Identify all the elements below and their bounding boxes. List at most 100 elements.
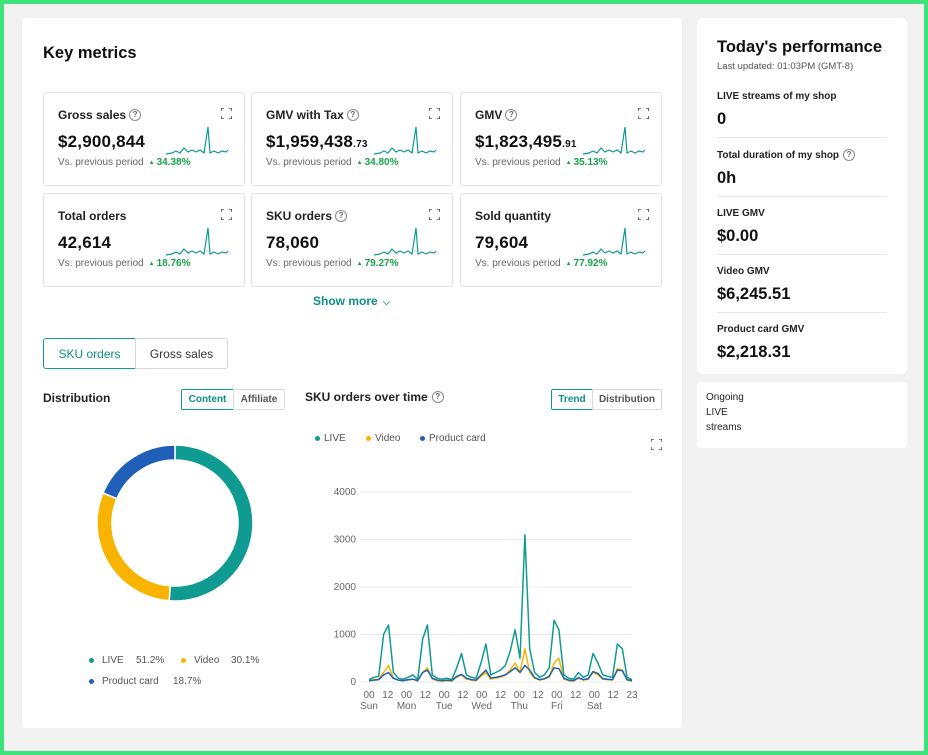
sparkline: [374, 126, 437, 155]
today-item-value: $2,218.31: [717, 343, 791, 361]
trend-up-icon: ▲: [565, 260, 572, 267]
metric-value: 42,614: [58, 233, 244, 253]
product-card-dot: [420, 436, 425, 441]
x-tick-label: 12: [570, 690, 582, 701]
sparkline: [583, 227, 646, 256]
help-icon[interactable]: ?: [431, 391, 444, 403]
over-time-title-text: SKU orders over time: [305, 390, 428, 404]
tab-sku-orders[interactable]: SKU orders: [43, 338, 136, 369]
metric-value: $1,959,438.73: [266, 132, 452, 152]
donut-slice-live[interactable]: [168, 444, 254, 602]
metric-compare-label: Vs. previous period: [266, 258, 352, 269]
metric-compare: Vs. previous period ▲ 35.13%: [475, 157, 661, 168]
metric-pct: 77.92%: [573, 258, 608, 269]
content-button[interactable]: Content: [181, 389, 234, 410]
metric-name-text: GMV: [475, 108, 503, 122]
today-item-label: Product card GMV: [717, 324, 887, 335]
todays-performance-card: Today's performance Last updated: 01:03P…: [697, 18, 907, 374]
legend-video-pct: 30.1%: [231, 655, 260, 666]
metric-compare-label: Vs. previous period: [58, 258, 144, 269]
sparkline-path: [166, 227, 229, 256]
x-tick-label: 00: [589, 690, 601, 701]
tab-gross-sales-label: Gross sales: [149, 346, 214, 361]
metric-value: 78,060: [266, 233, 452, 253]
help-icon[interactable]: ?: [335, 210, 348, 222]
expand-icon[interactable]: [638, 108, 649, 119]
x-tick-label: 00: [401, 690, 413, 701]
metric-compare-label: Vs. previous period: [266, 157, 352, 168]
metric-name: GMV?: [475, 107, 661, 123]
today-item-label-text: LIVE GMV: [717, 208, 765, 219]
metric-card[interactable]: Total orders 42,614 Vs. previous period ▲ 18…: [43, 193, 245, 287]
video-dot: [181, 658, 186, 663]
today-item: Total duration of my shop? 0h: [717, 138, 887, 197]
metric-card[interactable]: Sold quantity 79,604 Vs. previous period ▲ 7…: [460, 193, 662, 287]
metric-value-main: 78,060: [266, 233, 320, 252]
todays-performance-title: Today's performance: [717, 38, 882, 56]
tab-sku-orders-label: SKU orders: [58, 346, 121, 361]
sparkline: [166, 227, 229, 256]
help-icon[interactable]: ?: [129, 109, 142, 121]
legend-line-video: Video: [366, 433, 400, 444]
metric-compare: Vs. previous period ▲ 79.27%: [266, 258, 452, 269]
expand-icon[interactable]: [429, 108, 440, 119]
metric-compare-label: Vs. previous period: [475, 157, 561, 168]
x-day-label: Mon: [397, 701, 416, 712]
trend-up-icon: ▲: [148, 159, 155, 166]
trend-button[interactable]: Trend: [551, 389, 593, 410]
x-tick-label: 00: [476, 690, 488, 701]
expand-icon[interactable]: [221, 209, 232, 220]
x-tick-label: 00: [551, 690, 563, 701]
metric-compare-label: Vs. previous period: [58, 157, 144, 168]
today-item-value: 0: [717, 110, 727, 128]
distribution-title-text: Distribution: [43, 391, 111, 405]
legend-live-pct: 51.2%: [136, 655, 165, 666]
metric-pct: 34.38%: [156, 157, 191, 168]
legend-line-product-card-label: Product card: [429, 433, 486, 444]
x-day-label: Sat: [587, 701, 602, 712]
expand-icon[interactable]: [221, 108, 232, 119]
help-icon[interactable]: ?: [346, 109, 359, 121]
donut-slice-video[interactable]: [96, 491, 172, 602]
x-day-label: Fri: [551, 701, 563, 712]
today-item-label-text: Product card GMV: [717, 324, 805, 335]
today-item: LIVE streams of my shop 0: [717, 80, 887, 138]
metric-compare: Vs. previous period ▲ 77.92%: [475, 258, 661, 269]
show-more-button[interactable]: Show more ⌵: [313, 294, 390, 308]
key-metrics-card: Key metrics Gross sales? $2,900,844 Vs. pr…: [22, 18, 682, 728]
show-more-label: Show more: [313, 294, 378, 308]
page-title: Key metrics: [43, 44, 137, 62]
metric-card[interactable]: SKU orders? 78,060 Vs. previous period ▲ 79.…: [251, 193, 453, 287]
today-items: LIVE streams of my shop 0 Total duration o…: [717, 80, 887, 370]
metric-card[interactable]: Gross sales? $2,900,844 Vs. previous perio…: [43, 92, 245, 186]
affiliate-button[interactable]: Affiliate: [233, 389, 285, 410]
metric-compare: Vs. previous period ▲ 34.80%: [266, 157, 452, 168]
metric-pct: 34.80%: [364, 157, 399, 168]
help-icon[interactable]: ?: [843, 149, 856, 161]
content-button-label: Content: [188, 394, 227, 405]
expand-icon[interactable]: [638, 209, 649, 220]
expand-icon[interactable]: [651, 439, 662, 450]
distribution-view-button[interactable]: Distribution: [592, 389, 662, 410]
distribution-title: Distribution: [43, 391, 110, 405]
sparkline: [583, 126, 646, 155]
metric-compare: Vs. previous period ▲ 18.76%: [58, 258, 244, 269]
metric-pct: 35.13%: [573, 157, 608, 168]
x-tick-label: 12: [608, 690, 620, 701]
tab-gross-sales[interactable]: Gross sales: [135, 338, 228, 369]
trend-up-icon: ▲: [356, 159, 363, 166]
metric-value: 79,604: [475, 233, 661, 253]
metric-card[interactable]: GMV? $1,823,495.91 Vs. previous period ▲ 35.…: [460, 92, 662, 186]
help-icon[interactable]: ?: [505, 109, 518, 121]
donut-slice-product-card[interactable]: [102, 444, 176, 500]
legend-line-live-label: LIVE: [324, 433, 346, 444]
metric-value-cents: .91: [562, 139, 577, 150]
metric-name-text: GMV with Tax: [266, 108, 344, 122]
expand-icon[interactable]: [429, 209, 440, 220]
series-line-product-card: [368, 664, 633, 682]
metric-card[interactable]: GMV with Tax? $1,959,438.73 Vs. previous p…: [251, 92, 453, 186]
metric-name: GMV with Tax?: [266, 107, 452, 123]
y-tick-label: 1000: [334, 630, 357, 641]
x-tick-label: 12: [420, 690, 432, 701]
